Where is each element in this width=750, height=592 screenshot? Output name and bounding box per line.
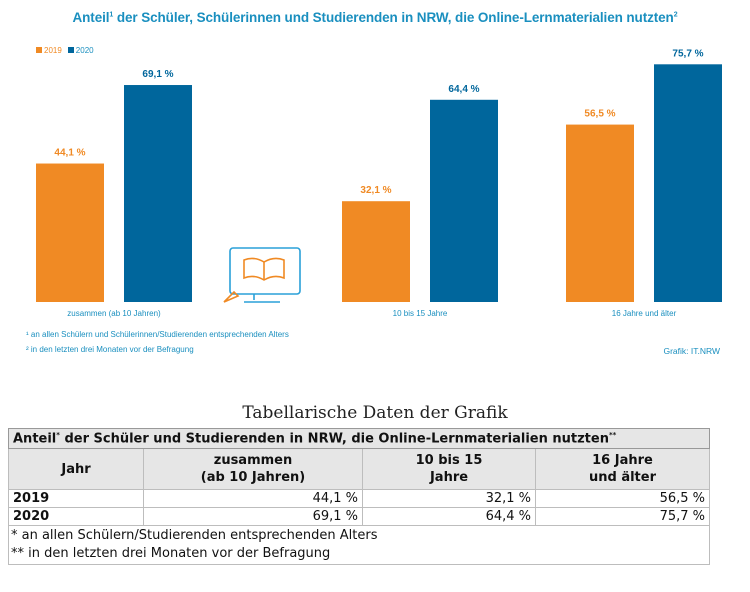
- table-row: 2019 44,1 % 32,1 % 56,5 %: [8, 489, 710, 509]
- data-label: 56,5 %: [584, 109, 615, 120]
- legend-item-2019: 2019: [36, 46, 62, 55]
- footnote-2: ² in den letzten drei Monaten vor der Be…: [26, 345, 194, 354]
- bar-2020-2: [654, 64, 722, 302]
- header-10-15: 10 bis 15 Jahre: [362, 448, 536, 491]
- table-title: Anteil* der Schüler und Studierenden in …: [8, 427, 710, 450]
- bar-2019-0: [36, 163, 104, 302]
- bar-2019-2: [566, 124, 634, 302]
- row-year: 2020: [8, 507, 144, 527]
- table-caption: Tabellarische Daten der Grafik: [242, 403, 508, 423]
- header-16-plus: 16 Jahre und älter: [535, 448, 710, 491]
- data-label: 32,1 %: [360, 185, 391, 196]
- cell-value: 75,7 %: [535, 507, 710, 527]
- cell-value: 32,1 %: [362, 489, 536, 509]
- header-zusammen: zusammen (ab 10 Jahren): [143, 448, 363, 491]
- category-label: 16 Jahre und älter: [612, 309, 677, 318]
- table-note-2: ** in den letzten drei Monaten vor der B…: [11, 546, 331, 562]
- chart-title: Anteil1 der Schüler, Schülerinnen und St…: [72, 10, 678, 25]
- cell-value: 64,4 %: [362, 507, 536, 527]
- legend-item-2020: 2020: [67, 46, 94, 55]
- bar-2019-1: [342, 201, 410, 302]
- table-notes: * an allen Schülern/Studierenden entspre…: [8, 525, 710, 566]
- bar-2020-0: [124, 85, 192, 302]
- data-label: 44,1 %: [54, 148, 85, 159]
- cell-value: 44,1 %: [143, 489, 363, 509]
- data-label: 69,1 %: [142, 69, 173, 80]
- data-label: 75,7 %: [672, 48, 703, 59]
- cell-value: 56,5 %: [535, 489, 710, 509]
- cell-value: 69,1 %: [143, 507, 363, 527]
- laptop-book-icon: [223, 247, 301, 303]
- bar-2020-1: [430, 99, 498, 302]
- legend: 2019 2020: [36, 46, 94, 55]
- category-label: zusammen (ab 10 Jahren): [67, 309, 161, 318]
- data-table: Anteil* der Schüler und Studierenden in …: [8, 427, 710, 566]
- bar-chart: 44,1 % 69,1 % zusammen (ab 10 Jahren) 32,1 …: [36, 48, 722, 318]
- data-label: 64,4 %: [448, 84, 479, 95]
- row-year: 2019: [8, 489, 144, 509]
- category-label: 10 bis 15 Jahre: [393, 309, 448, 318]
- footnote-1: ¹ an allen Schülern und Schülerinnen/Stu…: [26, 330, 289, 339]
- table-row: 2020 69,1 % 64,4 % 75,7 %: [8, 507, 710, 527]
- chart-credit: Grafik: IT.NRW: [663, 346, 720, 356]
- table-header-row: Jahr zusammen (ab 10 Jahren) 10 bis 15 Jah…: [8, 448, 710, 491]
- table-note-1: * an allen Schülern/Studierenden entspre…: [11, 528, 378, 544]
- header-jahr: Jahr: [8, 448, 144, 491]
